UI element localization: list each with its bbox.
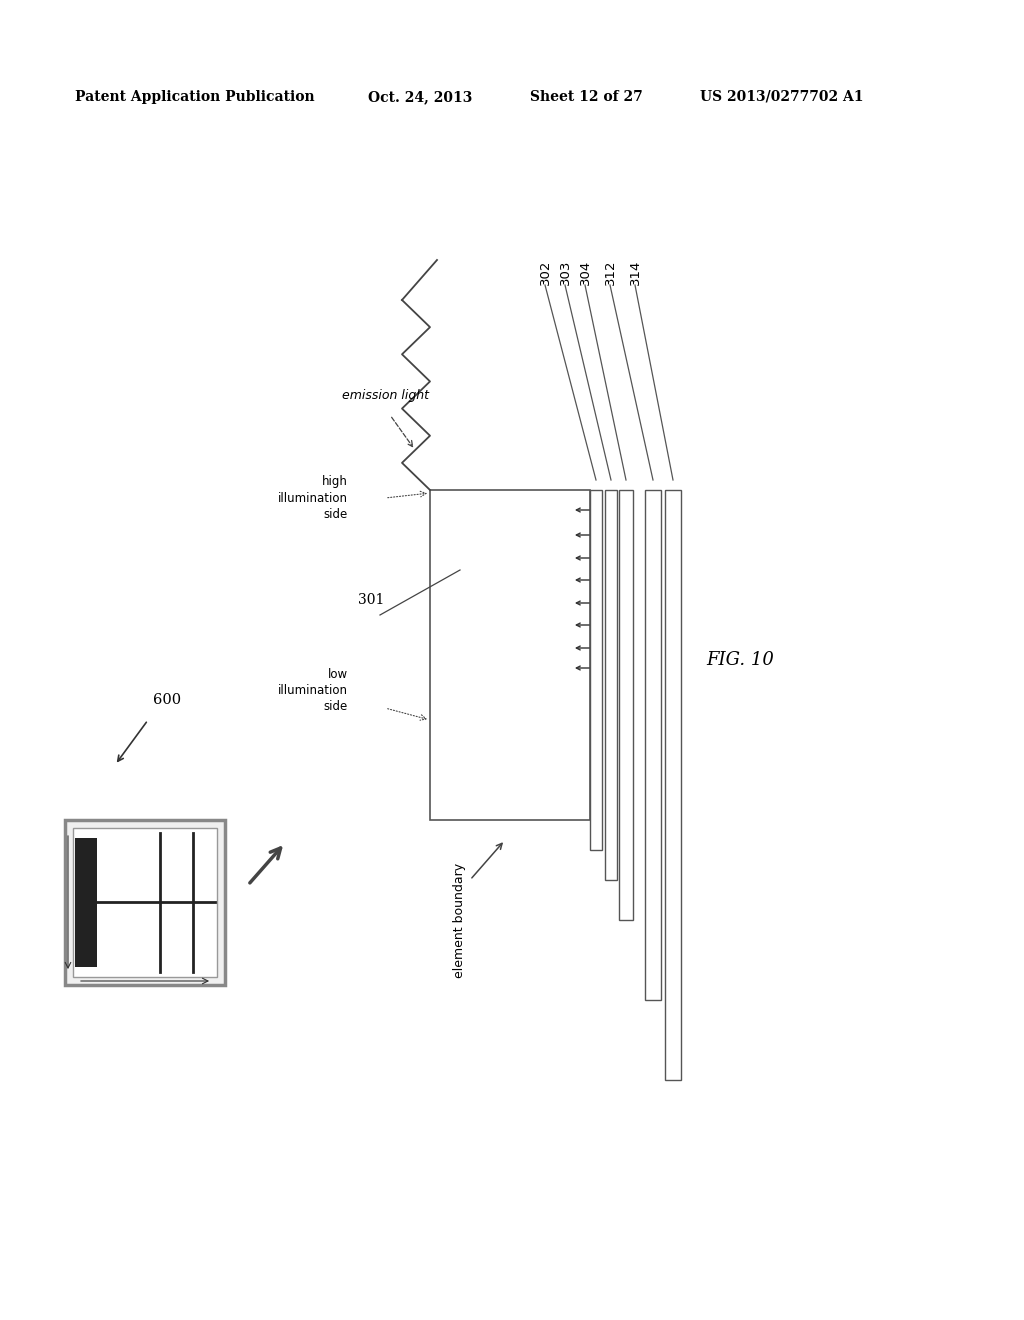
Bar <box>430 490 590 820</box>
Text: 301: 301 <box>358 593 384 607</box>
Text: Sheet 12 of 27: Sheet 12 of 27 <box>530 90 643 104</box>
Text: element boundary: element boundary <box>454 862 467 978</box>
Text: FIG. 10: FIG. 10 <box>707 651 774 669</box>
Text: 600: 600 <box>153 693 181 708</box>
Bar <box>665 490 681 1080</box>
Bar <box>65 820 225 985</box>
Bar <box>618 490 633 920</box>
Bar <box>645 490 662 1001</box>
Text: emission light: emission light <box>341 388 428 401</box>
Text: 304: 304 <box>579 260 592 285</box>
Text: 302: 302 <box>539 260 552 285</box>
Bar <box>73 828 217 977</box>
Text: 312: 312 <box>603 260 616 285</box>
Text: 303: 303 <box>558 260 571 285</box>
Text: high
illumination
side: high illumination side <box>278 475 348 520</box>
Text: US 2013/0277702 A1: US 2013/0277702 A1 <box>700 90 863 104</box>
Text: 314: 314 <box>629 260 641 285</box>
Bar <box>605 490 617 880</box>
Bar <box>75 838 97 968</box>
Text: low
illumination
side: low illumination side <box>278 668 348 713</box>
Bar <box>590 490 602 850</box>
Text: Oct. 24, 2013: Oct. 24, 2013 <box>368 90 472 104</box>
Text: Patent Application Publication: Patent Application Publication <box>75 90 314 104</box>
